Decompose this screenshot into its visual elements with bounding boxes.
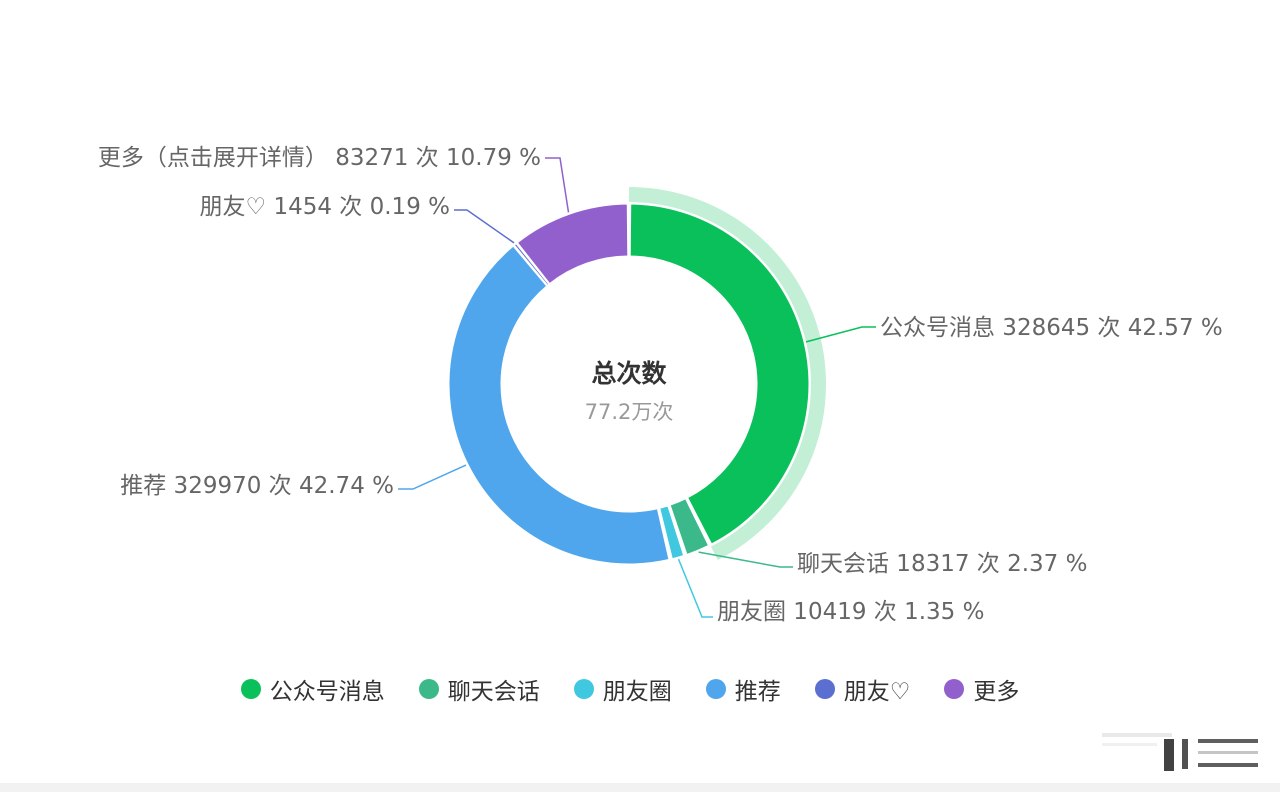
legend-item[interactable]: 更多 <box>944 672 1019 706</box>
legend-label: 聊天会话 <box>447 679 540 705</box>
leader-line <box>398 464 467 490</box>
slice-labels: 公众号消息 328645 次 42.57 % 聊天会话 18317 次 2.37 … <box>98 145 1223 625</box>
pie-slice[interactable] <box>629 203 810 545</box>
bottom-strip <box>0 783 1280 792</box>
leader-line <box>805 326 876 343</box>
leader-line <box>698 551 793 568</box>
legend: 公众号消息 聊天会话 朋友圈 推荐 朋友♡ 更多 <box>0 672 1260 706</box>
legend-dot-icon <box>573 679 594 699</box>
legend-dot-icon <box>814 679 835 699</box>
slice-label: 更多（点击展开详情） 83271 次 10.79 % <box>98 145 541 171</box>
slice-label: 朋友圈 10419 次 1.35 % <box>717 599 984 625</box>
center-subtitle: 77.2万次 <box>585 400 674 424</box>
slice-label: 聊天会话 18317 次 2.37 % <box>797 551 1087 577</box>
legend-label: 推荐 <box>734 679 781 705</box>
watermark-icon <box>1102 733 1258 771</box>
slice-label: 朋友♡ 1454 次 0.19 % <box>200 194 450 220</box>
pie-slice[interactable] <box>659 505 685 560</box>
slice-label: 公众号消息 328645 次 42.57 % <box>880 315 1223 341</box>
legend-item[interactable]: 公众号消息 <box>240 672 385 706</box>
legend-label: 朋友♡ <box>843 679 911 705</box>
leader-lines <box>398 157 876 618</box>
leader-line <box>545 157 570 213</box>
legend-dot-icon <box>418 679 439 699</box>
leader-line <box>454 209 515 244</box>
slices-layer <box>448 203 810 565</box>
legend-dot-icon <box>944 679 965 699</box>
legend-item[interactable]: 朋友♡ <box>814 672 911 706</box>
legend-dot-icon <box>705 679 726 699</box>
slice-label: 推荐 329970 次 42.74 % <box>120 473 394 499</box>
legend-label: 更多 <box>973 679 1020 705</box>
legend-item[interactable]: 推荐 <box>705 672 781 706</box>
pie-slice[interactable] <box>669 498 710 556</box>
pie-slice[interactable] <box>516 203 629 285</box>
legend-item[interactable]: 聊天会话 <box>418 672 540 706</box>
legend-label: 朋友圈 <box>602 679 672 705</box>
legend-dot-icon <box>240 679 261 699</box>
legend-label: 公众号消息 <box>269 679 385 705</box>
leader-line <box>677 558 713 618</box>
pie-slice[interactable] <box>513 243 550 286</box>
pie-slice[interactable] <box>448 245 670 565</box>
legend-item[interactable]: 朋友圈 <box>573 672 672 706</box>
center-title: 总次数 <box>591 359 667 388</box>
